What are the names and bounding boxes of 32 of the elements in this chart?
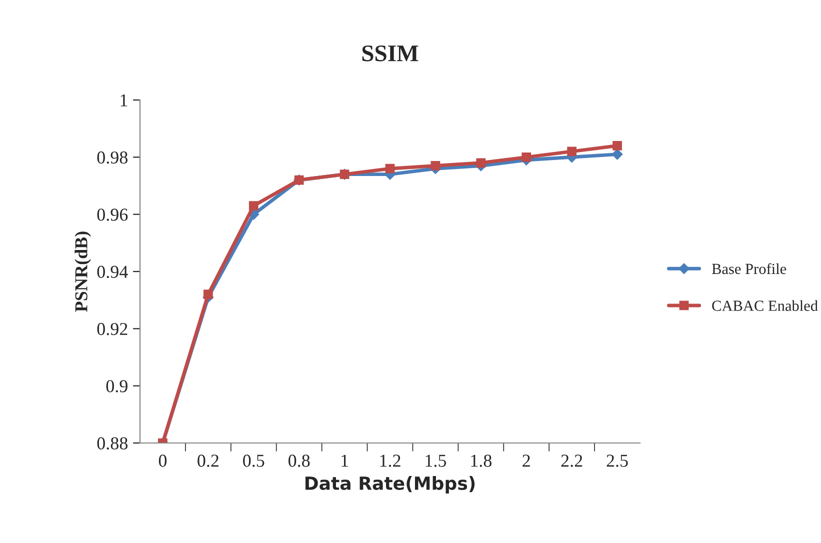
- chart-title: SSIM: [362, 45, 418, 62]
- x-tick-label: 2: [522, 454, 530, 467]
- legend-label: Base Profile: [712, 263, 786, 274]
- y-tick-label: 0.94: [97, 266, 128, 278]
- point: [203, 290, 213, 300]
- y-tick-label: 0.92: [97, 322, 128, 336]
- x-tick-label: 2.5: [606, 454, 628, 467]
- point: [430, 161, 440, 170]
- x-tick-label: 1.2: [380, 454, 400, 467]
- x-tick-label: 0.2: [198, 454, 218, 467]
- point: [567, 146, 577, 156]
- x-tick-label: 1.8: [471, 454, 492, 467]
- x-tick-label: 1.5: [426, 454, 446, 467]
- point: [385, 164, 395, 174]
- point: [612, 141, 622, 150]
- y-tick-label: 0.9: [106, 380, 128, 392]
- x-tick-label: 1: [342, 454, 348, 467]
- y-tick-label: 1: [120, 94, 128, 106]
- y-tick-label: 0.96: [97, 208, 128, 221]
- x-axis-title: Data Rate(Mbps): [306, 476, 475, 494]
- x-tick-label: 2.2: [561, 454, 582, 467]
- legend-label: CABAC Enabled: [712, 300, 818, 311]
- point: [476, 158, 486, 168]
- y-axis-title: PSNR(dB): [74, 232, 92, 312]
- point: [612, 148, 623, 160]
- x-tick-label: 0.8: [288, 454, 310, 467]
- point: [522, 152, 532, 162]
- x-tick-label: 0: [158, 454, 167, 467]
- point: [248, 201, 258, 210]
- y-tick-label: 0.98: [97, 151, 128, 164]
- x-tick-label: 0.5: [243, 454, 264, 467]
- y-tick-label: 0.88: [97, 437, 128, 450]
